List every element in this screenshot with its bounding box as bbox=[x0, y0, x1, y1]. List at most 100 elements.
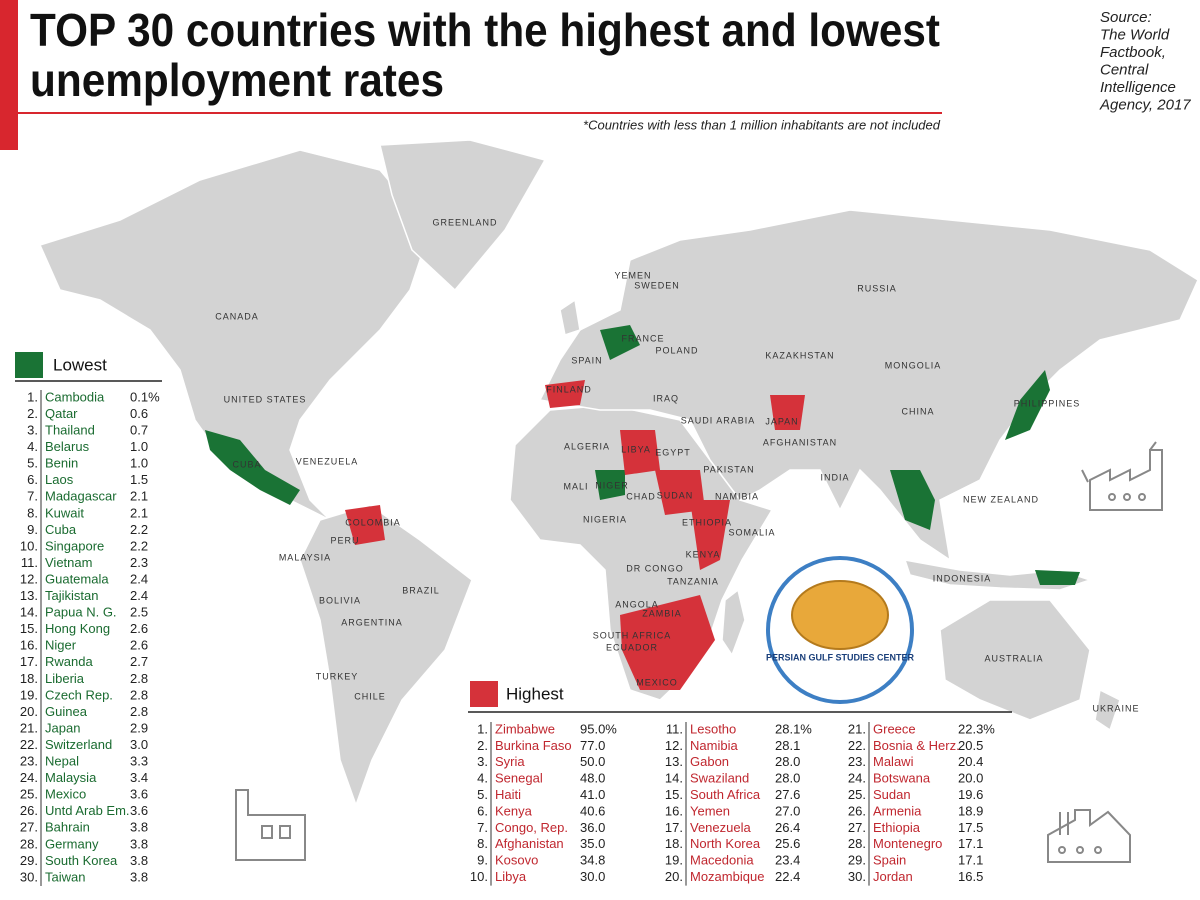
rank: 22. bbox=[848, 738, 866, 753]
rate: 16.5 bbox=[958, 869, 983, 884]
map-label: DR CONGO bbox=[626, 563, 684, 573]
country: Swaziland bbox=[690, 771, 749, 786]
logo-map bbox=[791, 580, 889, 650]
country: Spain bbox=[873, 853, 906, 868]
country: Qatar bbox=[45, 406, 78, 421]
rate: 35.0 bbox=[580, 836, 605, 851]
country: Belarus bbox=[45, 439, 90, 454]
rate: 3.0 bbox=[130, 737, 148, 752]
country: Mexico bbox=[45, 787, 86, 802]
map-label: CHAD bbox=[626, 491, 656, 501]
map-label: IRAQ bbox=[653, 393, 679, 403]
rank: 29. bbox=[848, 853, 866, 868]
rate: 48.0 bbox=[580, 771, 605, 786]
rank: 7. bbox=[27, 489, 38, 504]
map-label: NAMIBIA bbox=[715, 491, 759, 501]
rank: 8. bbox=[27, 505, 38, 520]
map-label: SUDAN bbox=[657, 490, 694, 500]
country: Taiwan bbox=[45, 869, 85, 884]
country: Botswana bbox=[873, 771, 931, 786]
rank: 30. bbox=[20, 869, 38, 884]
greenland bbox=[379, 139, 547, 292]
country: Malaysia bbox=[45, 770, 97, 785]
rate: 2.1 bbox=[130, 489, 148, 504]
map-label: CHILE bbox=[354, 691, 386, 701]
rank: 6. bbox=[27, 472, 38, 487]
rank: 2. bbox=[477, 738, 488, 753]
rate: 28.1 bbox=[775, 738, 800, 753]
map-label: MALI bbox=[563, 481, 588, 491]
country: Ethiopia bbox=[873, 820, 921, 835]
country: Untd Arab Em. bbox=[45, 803, 130, 818]
rank: 18. bbox=[665, 836, 683, 851]
map-label: ANGOLA bbox=[615, 599, 659, 609]
map-label: UKRAINE bbox=[1092, 703, 1139, 713]
rank: 3. bbox=[27, 423, 38, 438]
niger bbox=[595, 470, 625, 500]
country: Vietnam bbox=[45, 555, 92, 570]
map-label: ALGERIA bbox=[564, 441, 610, 451]
country: Switzerland bbox=[45, 737, 112, 752]
rate: 27.6 bbox=[775, 787, 800, 802]
east-africa bbox=[690, 500, 730, 570]
map-label: POLAND bbox=[655, 345, 698, 355]
country: Madagascar bbox=[45, 489, 117, 504]
map-label: INDONESIA bbox=[933, 573, 992, 583]
rank: 1. bbox=[477, 721, 488, 736]
legend-swatch bbox=[470, 681, 498, 707]
country: Guinea bbox=[45, 704, 88, 719]
rate: 2.9 bbox=[130, 720, 148, 735]
country: Syria bbox=[495, 754, 525, 769]
country: Burkina Faso bbox=[495, 738, 572, 753]
rank: 4. bbox=[477, 771, 488, 786]
country: Congo, Rep. bbox=[495, 820, 568, 835]
source-line: Source: bbox=[1100, 9, 1152, 26]
libya bbox=[620, 430, 660, 475]
rank: 2. bbox=[27, 406, 38, 421]
rate: 1.0 bbox=[130, 439, 148, 454]
eurasia bbox=[538, 209, 1199, 562]
rate: 3.3 bbox=[130, 754, 148, 769]
map-label: SPAIN bbox=[571, 355, 602, 365]
map-label: ZAMBIA bbox=[642, 608, 682, 618]
rate: 25.6 bbox=[775, 836, 800, 851]
source-line: Intelligence bbox=[1100, 79, 1176, 96]
rate: 2.6 bbox=[130, 621, 148, 636]
rate: 41.0 bbox=[580, 787, 605, 802]
country: Papua N. G. bbox=[45, 605, 117, 620]
rank: 23. bbox=[848, 754, 866, 769]
rate: 50.0 bbox=[580, 754, 605, 769]
rank: 15. bbox=[665, 787, 683, 802]
map-label: EGYPT bbox=[655, 447, 691, 457]
country: Kuwait bbox=[45, 505, 84, 520]
map-label: BRAZIL bbox=[402, 585, 440, 595]
rate: 28.0 bbox=[775, 754, 800, 769]
map-label: SOMALIA bbox=[728, 527, 775, 537]
map-label: COLOMBIA bbox=[345, 517, 401, 527]
map-label: CANADA bbox=[215, 311, 259, 321]
country: Bahrain bbox=[45, 820, 90, 835]
legend-title: Highest bbox=[506, 684, 564, 703]
rank: 28. bbox=[848, 836, 866, 851]
legend-title: Lowest bbox=[53, 355, 107, 374]
map-label: KAZAKHSTAN bbox=[765, 350, 834, 360]
rank: 12. bbox=[20, 571, 38, 586]
rank: 21. bbox=[848, 721, 866, 736]
rate: 2.1 bbox=[130, 505, 148, 520]
rank: 10. bbox=[20, 538, 38, 553]
country: Malawi bbox=[873, 754, 914, 769]
rank: 25. bbox=[20, 787, 38, 802]
map-label: NIGERIA bbox=[583, 514, 627, 524]
world-map: PERSIAN GULF STUDIES CENTER bbox=[38, 139, 1199, 808]
map-label: UNITED STATES bbox=[224, 394, 307, 404]
rate: 28.0 bbox=[775, 771, 800, 786]
rate: 26.4 bbox=[775, 820, 800, 835]
rank: 14. bbox=[20, 605, 38, 620]
png bbox=[1035, 570, 1080, 585]
country: Gabon bbox=[690, 754, 729, 769]
country: Mozambique bbox=[690, 869, 764, 884]
country: Rwanda bbox=[45, 654, 93, 669]
country: Lesotho bbox=[690, 721, 736, 736]
source-line: The World bbox=[1100, 26, 1170, 43]
country: Japan bbox=[45, 720, 80, 735]
